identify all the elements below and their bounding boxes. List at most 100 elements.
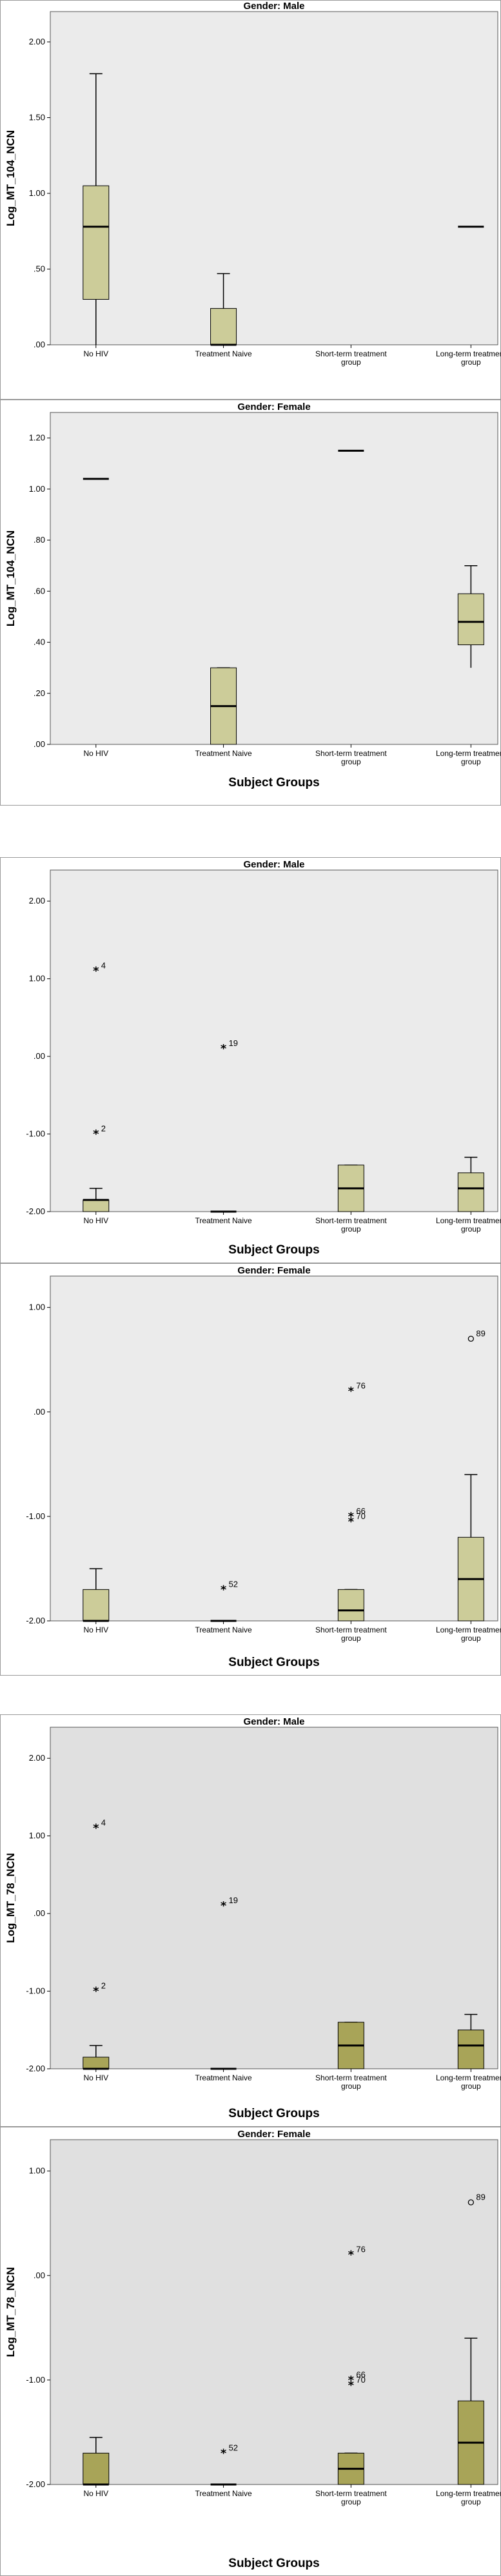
boxplot-svg: Gender: Female .00 .20 .40 .60 .80 1.00 1.20 Log… [0, 400, 501, 806]
y-tick-label: -2.00 [26, 1616, 45, 1625]
x-tick-label: No HIV [83, 2073, 108, 2082]
x-tick-label: Treatment Naive [195, 2073, 252, 2082]
box-iqr [457, 2029, 484, 2069]
x-axis-label: Subject Groups [228, 2107, 319, 2120]
outlier-label: 70 [356, 1511, 365, 1521]
outlier-star: * [93, 1822, 99, 1835]
x-tick-label: Long-term treatment [436, 1625, 501, 1634]
x-tick-label: Short-term treatment [315, 1216, 387, 1225]
x-tick-label-line2: group [341, 2497, 361, 2506]
box-iqr [83, 2452, 110, 2485]
y-tick-label: .00 [34, 1407, 45, 1417]
plot-area [50, 1727, 498, 2069]
chart-title: Gender: Male [243, 859, 304, 870]
y-tick-label: 1.00 [29, 974, 45, 983]
x-tick-label: No HIV [83, 1625, 108, 1634]
y-axis-label: Log_MT_104_NCN [5, 130, 17, 226]
x-tick-label: Treatment Naive [195, 349, 252, 358]
outlier-star: * [348, 1510, 355, 1524]
x-tick-label-line2: group [461, 1634, 481, 1643]
box-iqr [337, 1589, 364, 1622]
outlier-label: 2 [101, 1981, 106, 1991]
outlier-star: * [93, 965, 99, 978]
x-tick-label: Short-term treatment [315, 2073, 387, 2082]
outlier-star: * [348, 1384, 355, 1398]
boxplot-svg: Gender: Female -2.00 -1.00 .00 1.00 Log_MT_78… [0, 2127, 501, 2576]
y-tick-label: -1.00 [26, 1511, 45, 1521]
x-tick-label: Treatment Naive [195, 1216, 252, 1225]
outlier-label: 76 [356, 1380, 365, 1390]
boxplot-svg: Gender: Male .00 .50 1.00 1.50 2.00 Log_MT_104… [0, 0, 501, 400]
y-tick-label: 1.00 [29, 2166, 45, 2176]
x-tick-label: Long-term treatment [436, 749, 501, 758]
plot-area [50, 11, 498, 345]
outlier-star: * [93, 1985, 99, 1999]
outlier-label: 89 [476, 1328, 485, 1338]
box-iqr [457, 1172, 484, 1212]
x-tick-label-line2: group [461, 757, 481, 766]
box-iqr [83, 1199, 110, 1212]
outlier-label: 4 [101, 961, 106, 971]
box-iqr [83, 2057, 110, 2069]
x-axis-label: Subject Groups [228, 1243, 319, 1257]
x-tick-label-line2: group [341, 2082, 361, 2091]
outlier-label: 66 [356, 2370, 365, 2379]
y-tick-label: 1.20 [29, 433, 45, 443]
x-tick-label: Treatment Naive [195, 749, 252, 758]
y-tick-label: 1.50 [29, 113, 45, 122]
chart-title: Gender: Male [243, 1716, 304, 1727]
y-tick-label: 1.00 [29, 1303, 45, 1312]
outlier-star: * [221, 1899, 227, 1913]
y-axis-label: Log_MT_78_NCN [5, 2267, 17, 2358]
x-tick-label: Treatment Naive [195, 2489, 252, 2498]
chart-panel-4: Gender: Female -2.00 -1.00 .00 1.00 No HIV Tre… [0, 1263, 501, 1676]
y-tick-label: .50 [34, 264, 45, 274]
outlier-star: * [348, 2248, 355, 2261]
outlier-star: * [348, 1515, 355, 1529]
x-tick-label-line2: group [461, 358, 481, 367]
x-tick-label-line2: group [341, 1634, 361, 1643]
y-tick-label: -1.00 [26, 1129, 45, 1139]
chart-panel-5: Gender: Male -2.00 -1.00 .00 1.00 2.00 Log_MT_… [0, 1676, 501, 2127]
y-tick-label: 2.00 [29, 37, 45, 46]
y-tick-label: 1.00 [29, 188, 45, 198]
y-tick-label: -2.00 [26, 1206, 45, 1216]
box-iqr [210, 308, 237, 345]
outlier-circle [467, 1335, 475, 1342]
y-tick-label: .00 [34, 1908, 45, 1918]
chart-panel-2: Gender: Female .00 .20 .40 .60 .80 1.00 1.20 Log… [0, 400, 501, 818]
outlier-label: 4 [101, 1818, 106, 1828]
chart-title: Gender: Female [237, 2129, 310, 2140]
x-tick-label: No HIV [83, 1216, 108, 1225]
box-iqr [457, 593, 484, 645]
chart-title: Gender: Female [237, 1265, 310, 1276]
y-axis-label: Log_MT_78_NCN [5, 1853, 17, 1943]
y-tick-label: 1.00 [29, 484, 45, 494]
outlier-star: * [348, 2379, 355, 2392]
x-tick-label-line2: group [341, 757, 361, 766]
x-tick-label: Long-term treatment [436, 1216, 501, 1225]
x-tick-label: Treatment Naive [195, 1625, 252, 1634]
outlier-label: 70 [356, 2375, 365, 2385]
chart-panel-6: Gender: Female -2.00 -1.00 .00 1.00 Log_MT_78… [0, 2127, 501, 2576]
outlier-label: 89 [476, 2192, 485, 2202]
box-iqr [83, 1589, 110, 1622]
plot-area [50, 412, 498, 745]
x-tick-label-line2: group [461, 2082, 481, 2091]
outlier-star: * [348, 2374, 355, 2387]
x-tick-label: Short-term treatment [315, 1625, 387, 1634]
boxplot-svg: Gender: Female -2.00 -1.00 .00 1.00 No HIV Tre… [0, 1263, 501, 1676]
x-axis-label: Subject Groups [228, 1656, 319, 1669]
outlier-star: * [221, 1042, 227, 1056]
x-tick-label: Long-term treatment [436, 2073, 501, 2082]
x-tick-label: No HIV [83, 2489, 108, 2498]
x-tick-label-line2: group [461, 2497, 481, 2506]
y-tick-label: .00 [34, 1051, 45, 1061]
outlier-label: 66 [356, 1506, 365, 1516]
y-tick-label: .40 [34, 637, 45, 647]
plot-area [50, 869, 498, 1212]
box-iqr [83, 185, 110, 300]
x-tick-label-line2: group [341, 1225, 361, 1234]
outlier-label: 52 [229, 1579, 238, 1589]
x-axis-label: Subject Groups [228, 776, 319, 789]
